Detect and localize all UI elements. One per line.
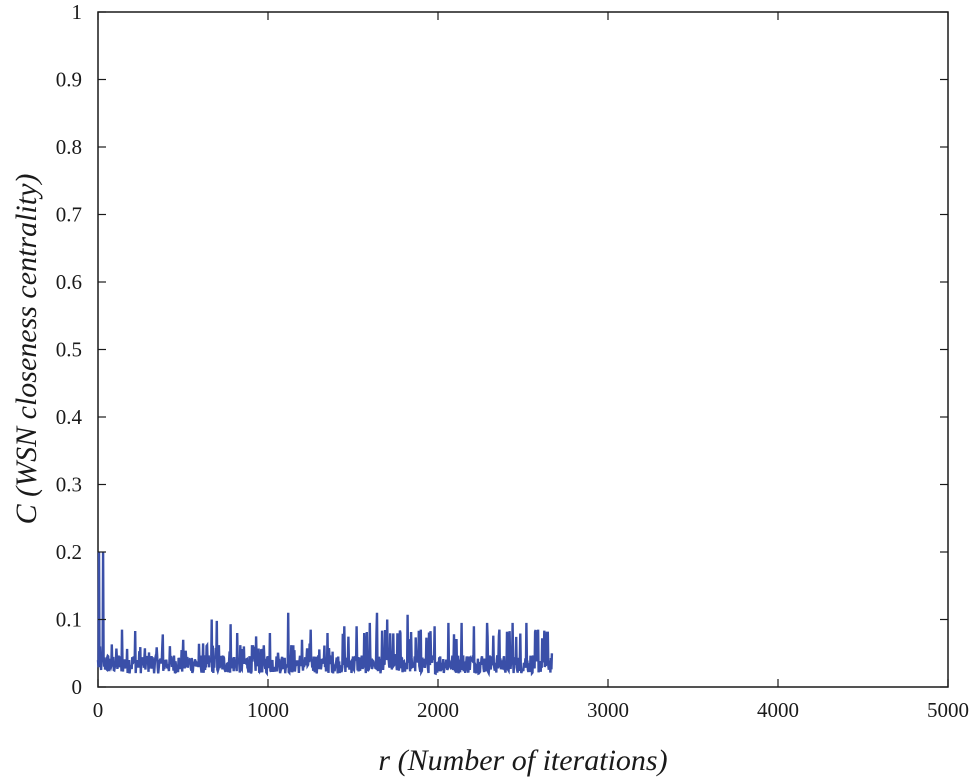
y-tick-label: 0.1: [56, 608, 82, 632]
tick-layer: 0 1000 2000 3000 4000 5000 0 0.1 0.2 0.3 0.4 0.5 0.6…: [56, 0, 969, 722]
y-tick-label: 0: [72, 675, 83, 699]
y-tick-label: 0.8: [56, 135, 82, 159]
x-tick-label: 2000: [417, 698, 459, 722]
plot-frame: [97, 11, 949, 688]
x-tick-label: 5000: [927, 698, 969, 722]
series-line: [96, 551, 554, 678]
y-tick-label: 0.3: [56, 473, 82, 497]
y-tick-label: 0.9: [56, 68, 82, 92]
y-axis-label: C (WSN closeness centrality): [10, 174, 43, 525]
x-tick-label: 0: [93, 698, 104, 722]
y-tick-label: 0.5: [56, 338, 82, 362]
x-tick-label: 4000: [757, 698, 799, 722]
y-tick-label: 0.7: [56, 203, 82, 227]
y-tick-label: 0.6: [56, 270, 82, 294]
y-tick-label: 0.2: [56, 540, 82, 564]
y-tick-label: 0.4: [56, 405, 83, 429]
y-tick-label: 1: [72, 0, 83, 24]
series-layer: [96, 551, 554, 678]
x-axis-label: r (Number of iterations): [378, 744, 667, 777]
x-tick-label: 3000: [587, 698, 629, 722]
x-tick-label: 1000: [247, 698, 289, 722]
